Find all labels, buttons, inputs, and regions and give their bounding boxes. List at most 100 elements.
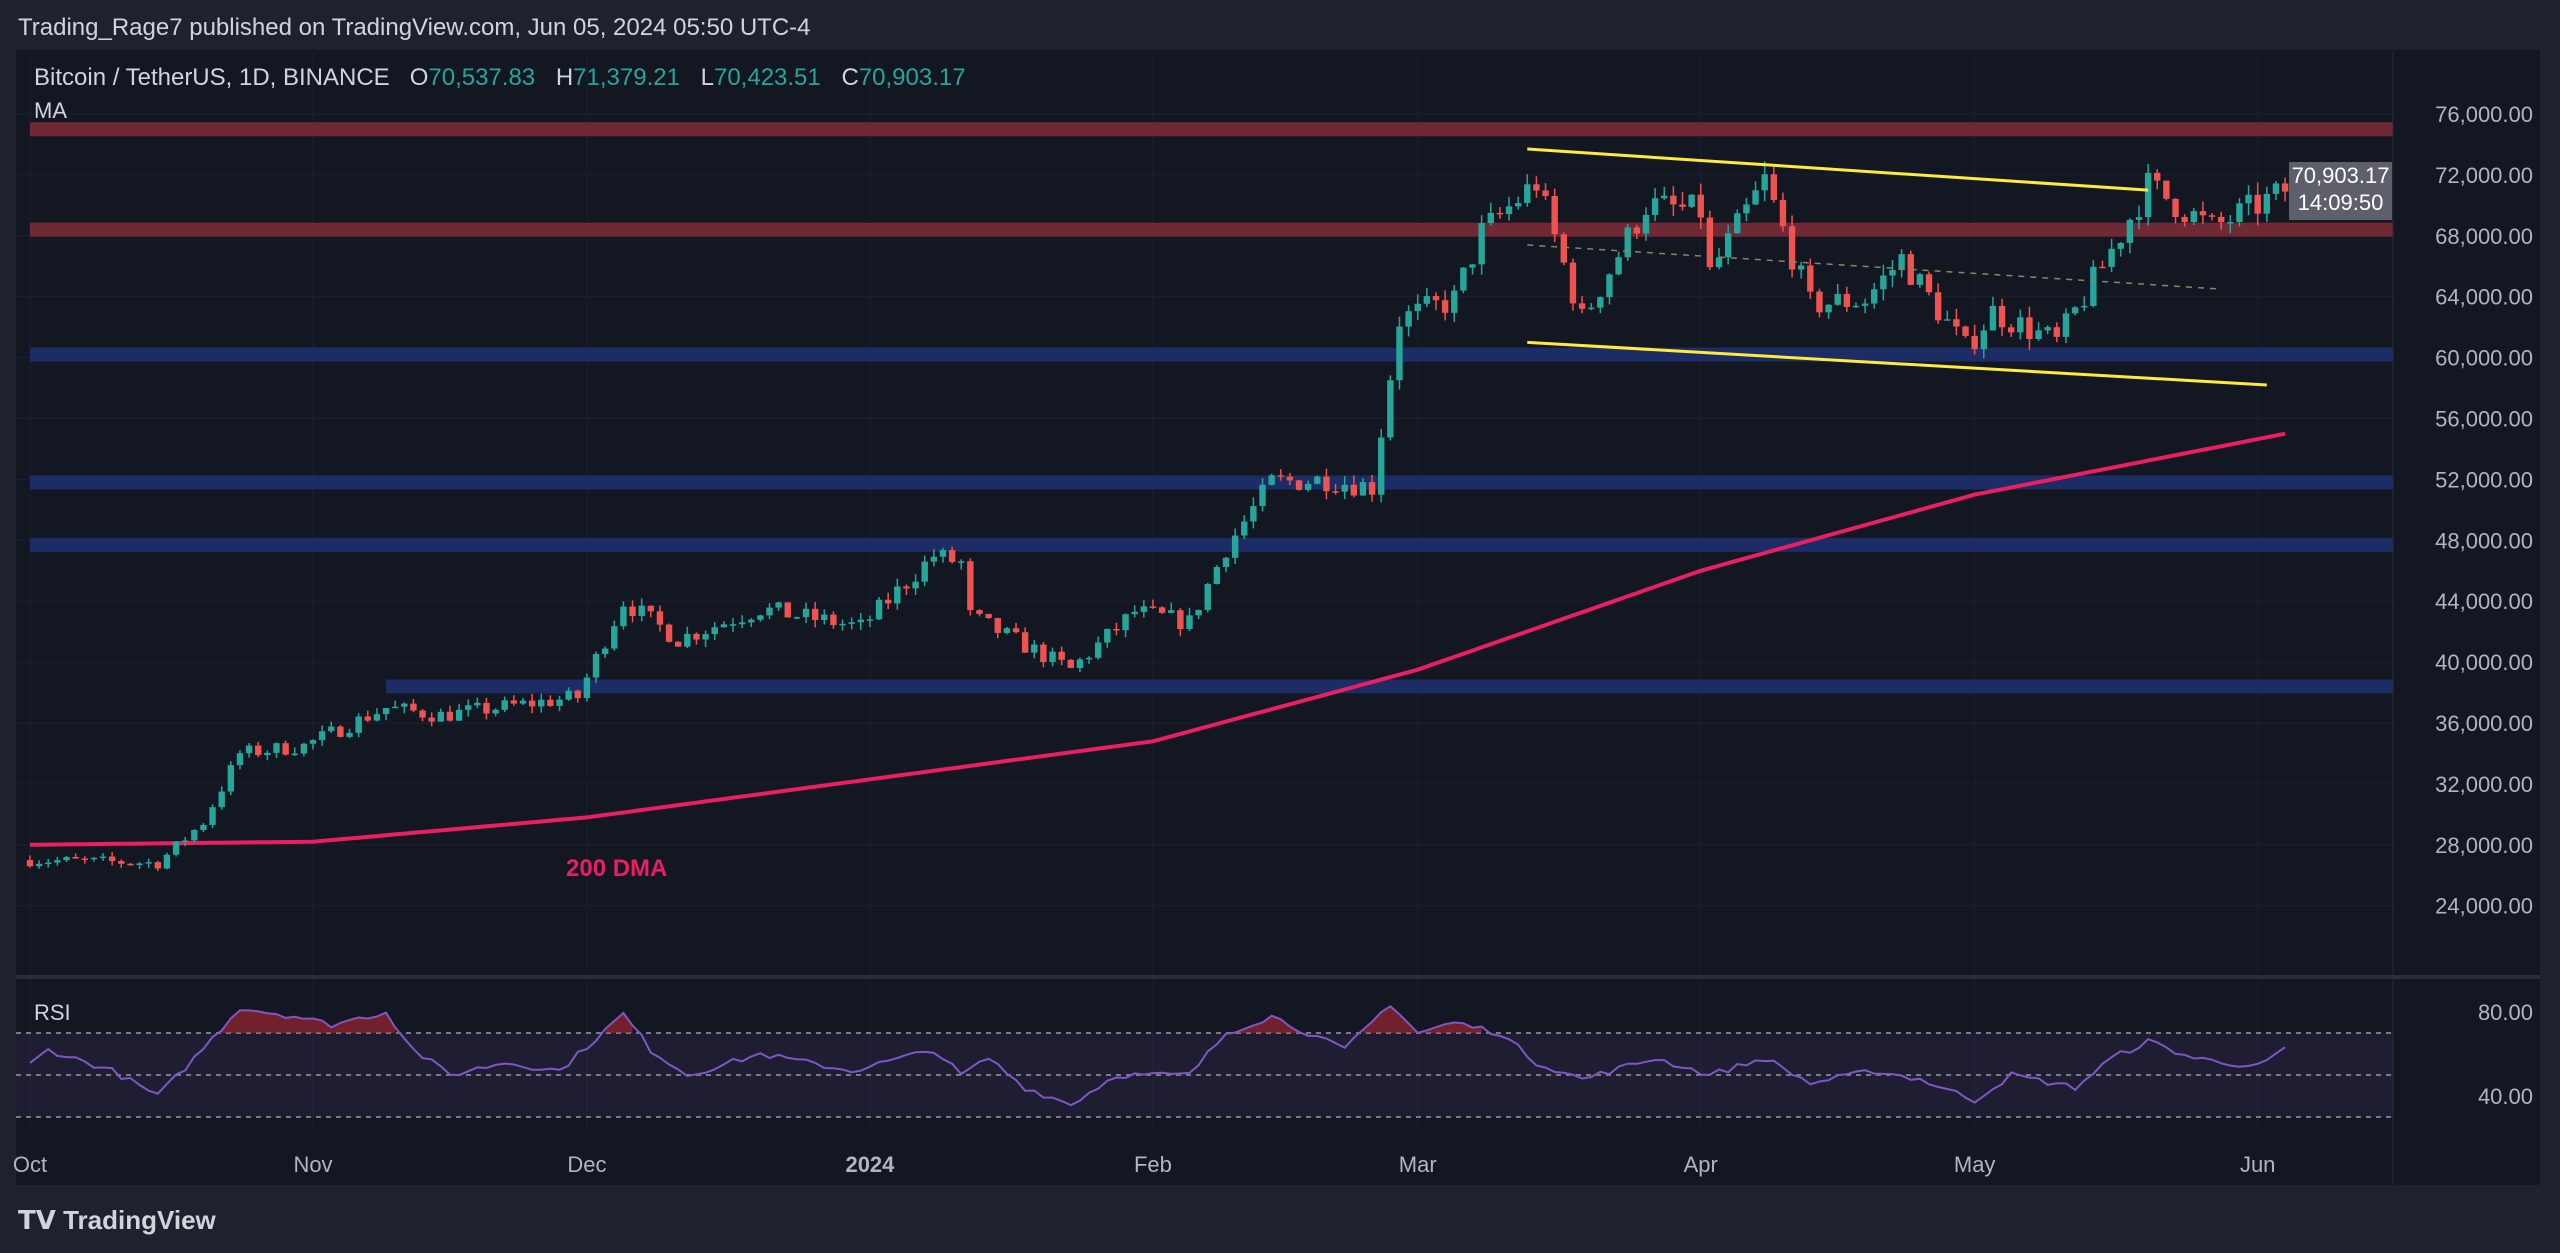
candle-body [2135, 217, 2143, 220]
candle-body [1542, 190, 1549, 196]
candle-body [702, 634, 709, 640]
resistance-zone [29, 222, 2394, 237]
price-axis-label: 60,000.00 [2435, 346, 2533, 371]
candle-body [1514, 202, 1522, 207]
candle-body [675, 641, 682, 647]
candle-body [1195, 609, 1202, 616]
candle-body [2026, 317, 2033, 340]
candle-body [1734, 213, 1741, 234]
candle-body [1688, 194, 1695, 207]
candle-body [1697, 194, 1704, 218]
candle-body [1031, 644, 1038, 653]
candle-body [1642, 214, 1650, 234]
candle-body [364, 716, 371, 721]
time-axis-label: 2024 [845, 1152, 895, 1177]
candle-body [227, 765, 235, 792]
price-axis-label: 72,000.00 [2435, 163, 2533, 188]
price-axis-label: 48,000.00 [2435, 528, 2533, 553]
candle-body [2081, 305, 2088, 308]
candle-body [35, 863, 43, 867]
candle-body [1158, 607, 1166, 613]
candle-body [1085, 657, 1093, 660]
candle-body [547, 699, 554, 706]
candle-body [976, 610, 983, 614]
price-axis-label: 52,000.00 [2435, 467, 2533, 492]
candle-body [428, 717, 435, 722]
tradingview-logo[interactable]: 𝗧𝗩 TradingView [18, 1205, 216, 1236]
candle-body [592, 654, 600, 678]
time-axis-label: Apr [1684, 1152, 1718, 1177]
candle-body [1560, 234, 1568, 263]
candle-body [2053, 327, 2061, 337]
candle-body [1250, 506, 1257, 522]
low-label: L [700, 64, 714, 91]
channel-trendline [1527, 147, 2149, 192]
support-zone [29, 537, 2394, 552]
candle-body [729, 624, 737, 626]
candle-body [191, 829, 198, 841]
candle-body [1852, 305, 1860, 308]
candle-body [282, 743, 289, 755]
candle-body [1661, 195, 1668, 199]
candle-body [245, 745, 253, 754]
candle-body [1323, 476, 1330, 492]
candle-body [1259, 484, 1266, 507]
candle-body [1934, 292, 1942, 321]
candle-body [1387, 380, 1394, 438]
candle-body [1816, 291, 1823, 313]
candle-body [757, 615, 764, 620]
candle-body [118, 861, 125, 864]
candle-body [930, 556, 938, 562]
price-axis-label: 68,000.00 [2435, 224, 2533, 249]
support-zone [386, 679, 2393, 694]
candle-body [538, 699, 545, 707]
candle-body [2190, 211, 2197, 223]
candle-body [2181, 216, 2188, 223]
candle-body [1843, 293, 1851, 307]
candle-body [26, 860, 34, 867]
dma-annotation: 200 DMA [566, 855, 668, 882]
candle-body [1067, 659, 1074, 668]
candle-body [1944, 319, 1951, 321]
candle-body [1231, 535, 1239, 558]
price-axis-label: 36,000.00 [2435, 711, 2533, 736]
rsi-axis-label: 80.00 [2478, 1000, 2533, 1025]
candle-body [510, 700, 518, 704]
candle-body [2236, 203, 2243, 222]
candle-body [793, 617, 801, 619]
candle-body [1478, 223, 1485, 265]
candle-body [1131, 611, 1138, 615]
candle-body [81, 858, 88, 861]
candle-body [318, 731, 326, 741]
symbol-name: Bitcoin / TetherUS, 1D, BINANCE [34, 64, 390, 91]
candle-body [1414, 303, 1421, 312]
ma-indicator-label[interactable]: MA [34, 98, 67, 123]
candle-body [519, 700, 527, 704]
candle-body [1460, 267, 1467, 291]
candle-body [948, 550, 956, 563]
candle-body [1332, 491, 1339, 493]
candle-body [656, 611, 664, 625]
time-axis-label: May [1954, 1152, 1996, 1177]
candle-body [1971, 335, 1978, 350]
candle-body [2254, 194, 2261, 214]
candle-body [1451, 290, 1458, 313]
candle-body [1788, 226, 1796, 270]
price-axis-label: 24,000.00 [2435, 894, 2533, 919]
candle-body [848, 622, 855, 624]
candle-body [45, 862, 52, 865]
candle-body [1752, 190, 1759, 205]
candle-body [1140, 606, 1148, 612]
rsi-indicator-label[interactable]: RSI [34, 1000, 71, 1025]
price-axis-label: 64,000.00 [2435, 285, 2533, 310]
candle-body [638, 605, 645, 616]
candle-body [264, 752, 271, 756]
chart-pane[interactable] [16, 50, 2540, 1185]
ma200-line [29, 431, 2286, 847]
candle-body [108, 856, 116, 862]
candle-body [163, 854, 171, 869]
candle-body [775, 602, 782, 608]
candle-body [839, 623, 846, 626]
brand-name: TradingView [63, 1205, 216, 1235]
